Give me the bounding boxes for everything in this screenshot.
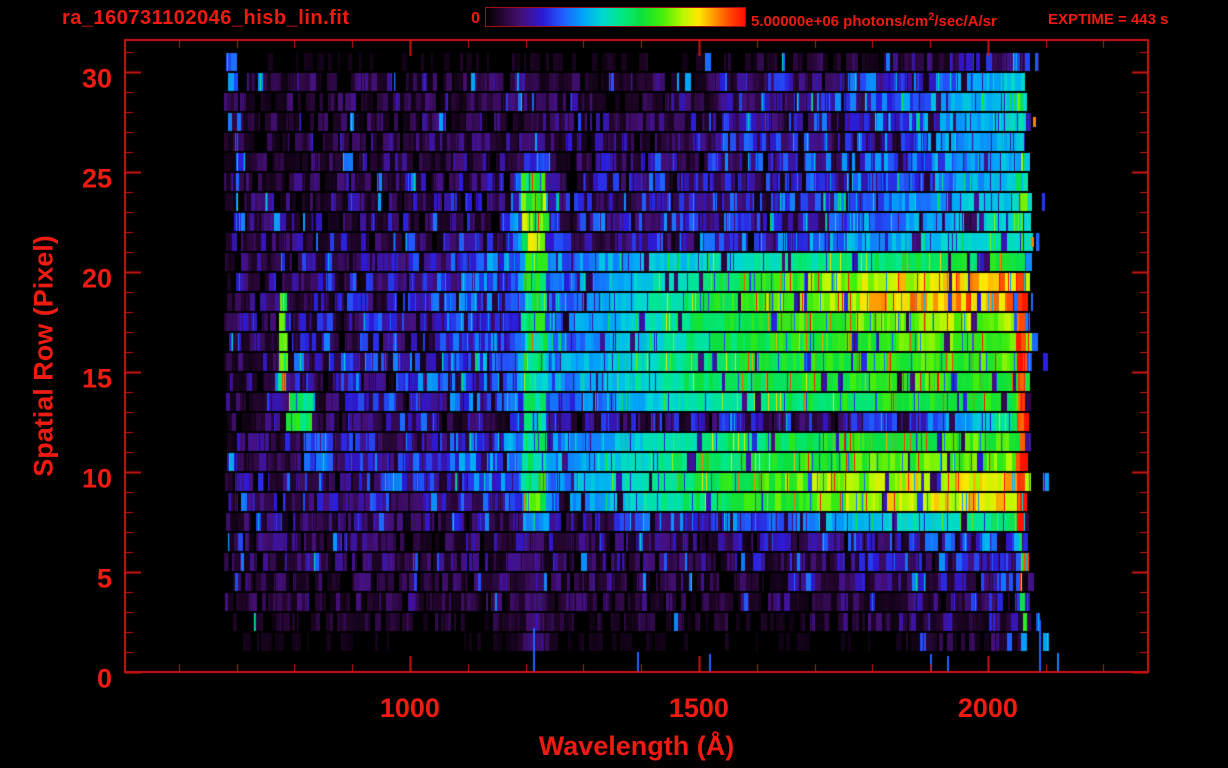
colorbar-max-label-prefix: 5.00000e+06 photons/cm <box>751 13 929 30</box>
y-tick-label-30: 30 <box>81 63 112 94</box>
y-tick-label-15: 15 <box>81 363 112 394</box>
colorbar-max-label-suffix: /sec/A/sr <box>934 13 997 30</box>
plot-title: ra_160731102046_hisb_lin.fit <box>62 7 350 29</box>
y-axis-title: Spatial Row (Pixel) <box>28 235 59 477</box>
colorbar-max-label: 5.00000e+06 photons/cm2/sec/A/sr <box>751 11 997 30</box>
y-tick-label-0: 0 <box>96 663 112 694</box>
exptime-label: EXPTIME = 443 s <box>1048 11 1169 28</box>
x-axis-title: Wavelength (Å) <box>538 731 735 761</box>
y-tick-label-10: 10 <box>81 463 112 494</box>
x-tick-label-2000: 2000 <box>957 693 1018 723</box>
y-tick-label-5: 5 <box>96 563 112 594</box>
x-tick-label-1500: 1500 <box>668 693 729 723</box>
x-tick-label-1000: 1000 <box>379 693 440 723</box>
colorbar <box>485 7 746 27</box>
colorbar-max-label-superscript: 2 <box>928 11 935 23</box>
colorbar-min-label: 0 <box>471 10 480 27</box>
y-tick-label-20: 20 <box>81 263 112 294</box>
y-tick-label-25: 25 <box>81 163 112 194</box>
